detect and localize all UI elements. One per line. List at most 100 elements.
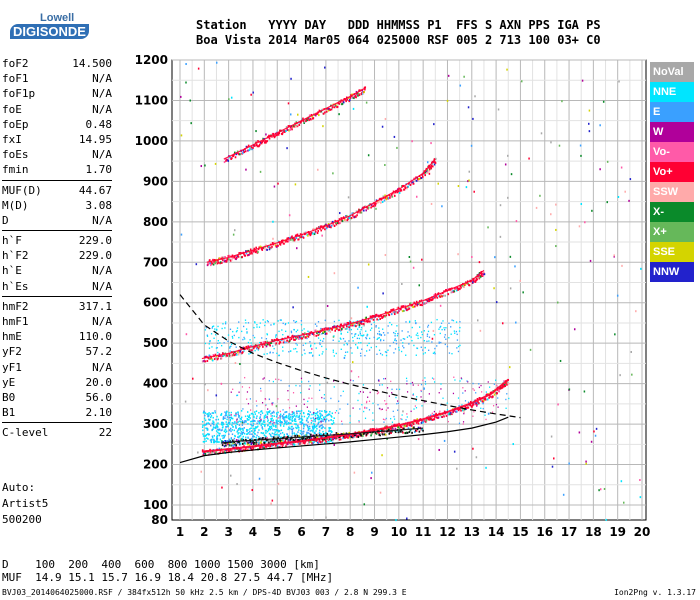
trace-point: [321, 108, 324, 111]
noise-point: [180, 134, 183, 137]
spread-f-point: [278, 354, 280, 357]
spread-f-point: [340, 338, 342, 340]
spread-f-point: [209, 413, 212, 415]
version-footer: Ion2Png v. 1.3.17: [614, 588, 696, 597]
trace-point: [227, 354, 230, 357]
spread-f-point: [215, 426, 217, 429]
param-value: 20.0: [85, 375, 113, 389]
trace-point: [243, 440, 245, 443]
spread-f-point: [377, 319, 380, 321]
spread-f-point: [239, 381, 241, 384]
noise-point: [473, 190, 475, 193]
spread-f-point: [410, 410, 412, 413]
x-tick-label: 18: [585, 525, 602, 539]
noise-point: [286, 147, 288, 150]
trace-point: [422, 429, 424, 432]
trace-point: [418, 177, 420, 180]
spread-f-point: [238, 432, 240, 434]
spread-f-point: [241, 424, 244, 426]
spread-f-point: [204, 419, 207, 422]
trace-point: [271, 444, 273, 447]
trace-point: [468, 284, 471, 287]
spread-f-point: [259, 322, 261, 324]
spread-f-point: [212, 416, 214, 419]
muf-curve: [179, 294, 521, 419]
trace-point: [421, 175, 424, 178]
trace-point: [249, 446, 252, 449]
spread-f-point: [338, 319, 340, 322]
spread-f-point: [226, 414, 228, 417]
spread-f-point: [217, 351, 219, 354]
trace-point: [344, 327, 347, 330]
trace-point: [400, 426, 403, 429]
trace-point: [319, 441, 322, 444]
trace-point: [379, 429, 382, 432]
trace-point: [218, 447, 221, 450]
spread-f-point: [261, 426, 263, 429]
noise-point: [504, 163, 507, 166]
spread-f-point: [217, 428, 219, 431]
spread-f-point: [401, 330, 403, 332]
trace-point: [404, 425, 406, 428]
legend-voplus: Vo+: [650, 162, 694, 182]
noise-point: [381, 125, 384, 128]
spread-f-point: [309, 385, 311, 387]
spread-f-point: [311, 397, 313, 400]
trace-point: [320, 433, 322, 436]
spread-f-point: [239, 417, 241, 420]
spread-f-point: [312, 413, 315, 415]
spread-f-point: [413, 408, 415, 410]
trace-point: [476, 278, 478, 281]
trace-point: [370, 315, 373, 318]
spread-f-point: [459, 326, 461, 329]
spread-f-point: [368, 400, 371, 402]
trace-point: [459, 408, 461, 411]
trace-point: [318, 333, 321, 336]
spread-f-point: [313, 432, 316, 435]
trace-point: [246, 347, 249, 350]
spread-f-point: [296, 329, 299, 331]
spread-f-point: [392, 341, 395, 344]
spread-f-point: [417, 337, 419, 340]
trace-point: [362, 322, 365, 325]
trace-point: [330, 439, 332, 442]
noise-point: [204, 164, 206, 167]
trace-point: [300, 236, 302, 239]
spread-f-point: [301, 419, 304, 421]
param-name: hmE: [2, 330, 22, 344]
spread-f-point: [345, 351, 347, 353]
trace-point: [251, 349, 253, 352]
spread-f-point: [225, 430, 228, 433]
spread-f-point: [273, 425, 275, 427]
spread-f-point: [299, 338, 301, 340]
legend-noval: NoVal: [650, 62, 694, 82]
trace-point: [428, 298, 430, 301]
trace-point: [310, 233, 312, 236]
trace-point: [486, 398, 489, 401]
trace-point: [376, 201, 379, 204]
noise-point: [621, 264, 623, 267]
spread-f-point: [212, 412, 215, 414]
trace-point: [369, 428, 372, 431]
spread-f-point: [270, 419, 273, 421]
spread-f-point: [237, 436, 239, 438]
spread-f-point: [379, 352, 382, 355]
trace-point: [391, 195, 394, 198]
spread-f-point: [239, 429, 241, 431]
spread-f-point: [289, 427, 291, 430]
trace-point: [288, 239, 290, 242]
noise-point: [200, 165, 203, 168]
trace-point: [479, 275, 482, 278]
spread-f-point: [314, 417, 317, 420]
spread-f-point: [315, 347, 317, 349]
trace-point: [226, 440, 229, 443]
spread-f-point: [384, 419, 386, 421]
trace-point: [228, 450, 231, 453]
spread-f-point: [266, 413, 269, 416]
trace-point: [356, 323, 359, 326]
spread-f-point: [358, 342, 360, 344]
trace-point: [349, 436, 351, 439]
spread-f-point: [299, 412, 301, 415]
spread-f-point: [420, 331, 423, 333]
trace-point: [417, 426, 420, 429]
